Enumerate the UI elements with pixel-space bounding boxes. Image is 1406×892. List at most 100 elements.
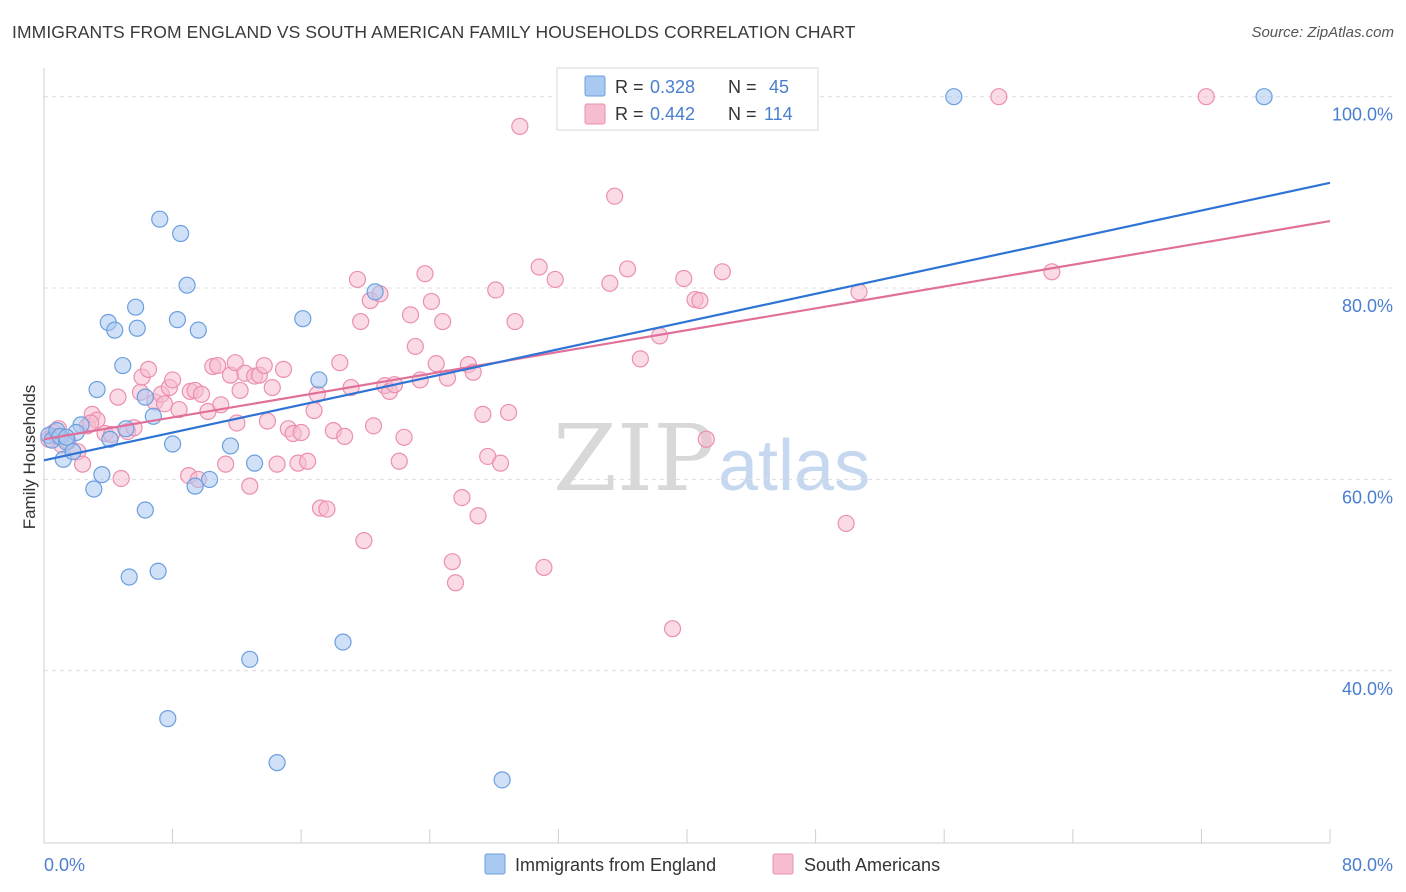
- data-point: [292, 423, 310, 442]
- data-point: [546, 270, 564, 289]
- data-point: [990, 88, 1008, 106]
- data-point: [189, 321, 207, 339]
- data-point: [88, 380, 106, 399]
- legend-label-england: Immigrants from England: [515, 855, 716, 875]
- y-tick-label: 40.0%: [1342, 679, 1393, 699]
- x-tick-label: 0.0%: [44, 855, 85, 875]
- data-point: [713, 263, 731, 281]
- data-point: [109, 388, 127, 406]
- data-point: [453, 488, 471, 507]
- data-point: [506, 312, 524, 331]
- data-point: [139, 360, 158, 378]
- x-tick-labels: 0.0% 80.0%: [44, 855, 1393, 875]
- data-point: [128, 319, 146, 337]
- data-point: [93, 466, 111, 484]
- data-point: [348, 270, 367, 289]
- series-legend: Immigrants from England South Americans: [484, 853, 940, 875]
- watermark-atlas: atlas: [718, 426, 870, 506]
- data-point: [331, 354, 349, 372]
- legend-swatch-south-americans: [772, 853, 794, 875]
- data-point: [499, 403, 518, 422]
- data-point: [117, 420, 135, 438]
- data-point: [258, 412, 277, 430]
- data-point: [186, 477, 204, 495]
- data-point: [136, 501, 154, 519]
- data-point: [401, 306, 420, 324]
- chart-title: IMMIGRANTS FROM ENGLAND VS SOUTH AMERICA…: [12, 22, 856, 42]
- legend-swatch-england: [484, 853, 506, 875]
- data-point: [434, 312, 452, 331]
- data-point: [305, 401, 323, 420]
- data-point: [120, 568, 138, 586]
- data-point: [945, 88, 963, 106]
- data-point: [318, 500, 336, 518]
- r-value-blue: 0.328: [650, 77, 695, 97]
- data-point: [101, 430, 119, 448]
- r-value-pink: 0.442: [650, 104, 695, 124]
- data-point: [631, 350, 649, 368]
- data-point: [601, 274, 619, 292]
- y-gridlines: [44, 96, 1392, 672]
- data-point: [221, 437, 240, 455]
- data-point: [127, 298, 145, 316]
- legend-label-south-americans: South Americans: [804, 855, 940, 875]
- data-point: [73, 455, 92, 473]
- blue-swatch: [584, 75, 606, 97]
- data-point: [85, 480, 103, 498]
- n-value-blue: 45: [769, 77, 789, 97]
- data-point: [422, 292, 441, 311]
- data-point: [255, 356, 273, 375]
- data-point: [336, 427, 354, 445]
- data-point: [155, 395, 174, 413]
- data-point: [136, 388, 154, 406]
- data-point: [241, 477, 259, 495]
- data-point: [697, 430, 715, 448]
- data-point: [241, 650, 259, 668]
- england-points: [40, 88, 1273, 789]
- trend-line-england: [43, 181, 1331, 462]
- data-point: [192, 385, 211, 403]
- data-point: [245, 454, 264, 472]
- data-point: [268, 754, 286, 772]
- data-point: [443, 553, 461, 571]
- data-point: [209, 356, 227, 375]
- n-value-pink: 114: [764, 104, 793, 124]
- data-point: [469, 507, 487, 525]
- r-label-blue: R =: [615, 77, 644, 97]
- y-tick-label: 60.0%: [1342, 487, 1393, 507]
- data-point: [416, 265, 434, 283]
- data-point: [112, 469, 130, 488]
- source-label: Source: ZipAtlas.com: [1251, 24, 1394, 41]
- data-point: [310, 371, 328, 389]
- data-point: [427, 355, 445, 373]
- data-point: [299, 452, 317, 470]
- data-point: [64, 443, 82, 461]
- data-point: [172, 224, 190, 243]
- data-point: [159, 710, 177, 728]
- data-point: [200, 470, 219, 489]
- data-point: [395, 428, 413, 446]
- data-point: [268, 455, 286, 473]
- data-point: [231, 381, 249, 400]
- y-tick-label: 80.0%: [1342, 296, 1393, 316]
- data-point: [535, 558, 553, 577]
- y-tick-label: 100.0%: [1332, 105, 1393, 125]
- data-point: [364, 417, 383, 435]
- data-point: [1197, 88, 1215, 106]
- data-point: [1255, 88, 1273, 106]
- r-label-pink: R =: [615, 104, 644, 124]
- n-label-blue: N =: [728, 77, 757, 97]
- data-point: [164, 371, 182, 389]
- n-label-pink: N =: [728, 104, 757, 124]
- data-point: [663, 620, 682, 638]
- data-point: [511, 117, 529, 135]
- data-point: [106, 321, 124, 339]
- data-point: [149, 562, 167, 580]
- stats-legend: R = 0.328 N = 45 R = 0.442 N = 114: [556, 67, 819, 131]
- y-axis-label: Family Households: [20, 385, 39, 530]
- data-point: [837, 514, 855, 533]
- data-point: [491, 454, 510, 472]
- data-point: [170, 400, 188, 419]
- data-point: [474, 405, 492, 423]
